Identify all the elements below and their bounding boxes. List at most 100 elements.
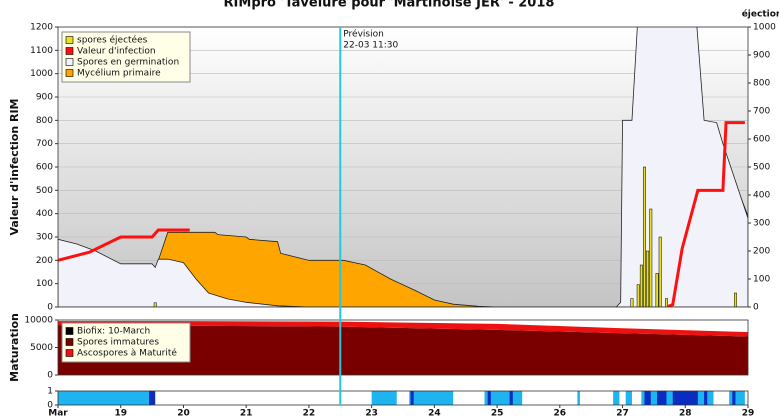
plot-frame bbox=[57, 319, 749, 376]
bar bbox=[649, 208, 653, 307]
legend-label: Valeur d'infection bbox=[77, 47, 156, 57]
legend-box bbox=[61, 322, 191, 363]
bar bbox=[636, 284, 640, 307]
line bbox=[58, 121, 745, 307]
x-tick-label: 23 bbox=[365, 409, 378, 419]
bar bbox=[643, 166, 646, 307]
y-tick-label: 400 bbox=[36, 209, 53, 219]
legend-label: Ascospores à Maturité bbox=[77, 348, 177, 359]
x-tick-label: 21 bbox=[240, 409, 253, 419]
legend-label: Spores immatures bbox=[77, 338, 159, 348]
y-tick-label: 10000 bbox=[24, 316, 53, 326]
legend-swatch bbox=[65, 47, 74, 55]
bar bbox=[655, 273, 659, 307]
legend-swatch bbox=[65, 327, 74, 335]
bar bbox=[153, 302, 157, 307]
x-tick-label: 20 bbox=[177, 409, 190, 419]
wet-period bbox=[732, 391, 736, 405]
wet-period bbox=[148, 391, 156, 405]
stacked-area bbox=[58, 321, 748, 337]
legend-swatch bbox=[65, 349, 74, 357]
y-tick-label: 300 bbox=[36, 233, 53, 243]
x-tick-label: 28 bbox=[679, 409, 692, 419]
y-tick-label: 5000 bbox=[30, 343, 53, 353]
wet-period bbox=[577, 391, 580, 405]
x-tick-label: 27 bbox=[616, 409, 629, 419]
wet-period bbox=[509, 391, 513, 405]
y-tick-label: 1200 bbox=[30, 23, 53, 33]
y-tick-label: 200 bbox=[36, 256, 53, 266]
wet-period bbox=[704, 391, 708, 405]
chart-title: RIMpro 'Tavelure pour 'Martinoise JER' -… bbox=[224, 0, 555, 11]
y-tick-label: 800 bbox=[36, 116, 53, 126]
legend-label: Mycélium primaire bbox=[77, 68, 161, 79]
wet-period bbox=[487, 391, 491, 405]
y2-tick-label: 400 bbox=[753, 191, 770, 201]
bar bbox=[646, 250, 650, 307]
x-tick-label: 24 bbox=[428, 409, 441, 419]
bar bbox=[734, 292, 737, 307]
y-tick-label: 500 bbox=[36, 186, 53, 196]
wet-period bbox=[409, 391, 454, 405]
y-tick-label: 1 bbox=[47, 387, 53, 397]
legend-label: Spores en germination bbox=[77, 58, 179, 68]
forecast-time: 22-03 11:30 bbox=[343, 41, 398, 51]
bar bbox=[639, 264, 643, 307]
legend-label: Biofix: 10-March bbox=[77, 327, 150, 337]
y2-tick-label: 700 bbox=[753, 107, 770, 117]
x-tick-label: 29 bbox=[742, 409, 755, 419]
y2-tick-label: 1000 bbox=[753, 23, 776, 33]
y2-axis-label: éjection bbox=[742, 9, 779, 20]
wet-period bbox=[58, 391, 149, 405]
wet-period bbox=[410, 391, 414, 405]
y-tick-label: 600 bbox=[36, 163, 53, 173]
y2-tick-label: 200 bbox=[753, 247, 770, 257]
x-tick-label: Mar bbox=[48, 409, 68, 419]
plot-frame bbox=[57, 26, 749, 308]
plot-background bbox=[58, 391, 748, 405]
forecast-label: Prévision bbox=[343, 29, 384, 40]
y2-tick-label: 900 bbox=[753, 51, 770, 61]
bar bbox=[658, 236, 662, 307]
y-tick-label: 1000 bbox=[30, 69, 53, 79]
plot-area bbox=[58, 27, 748, 307]
plot-frame bbox=[57, 390, 749, 406]
plot-area bbox=[58, 321, 748, 375]
y2-tick-label: 800 bbox=[753, 79, 770, 89]
y2-tick-label: 500 bbox=[753, 163, 770, 173]
y-tick-label: 0 bbox=[47, 401, 53, 411]
y2-tick-label: 300 bbox=[753, 219, 770, 229]
y2-tick-label: 600 bbox=[753, 135, 770, 145]
y-tick-label: 1100 bbox=[30, 46, 53, 56]
x-tick-label: 22 bbox=[303, 409, 316, 419]
stacked-area bbox=[58, 325, 748, 375]
y-tick-label: 700 bbox=[36, 139, 53, 149]
y-tick-label: 0 bbox=[47, 303, 53, 313]
wet-period bbox=[672, 391, 698, 405]
x-tick-label: 25 bbox=[491, 409, 504, 419]
y2-tick-label: 100 bbox=[753, 275, 770, 285]
legend-label: spores éjectées bbox=[77, 35, 148, 46]
y-tick-label: 100 bbox=[36, 279, 53, 289]
wet-period bbox=[371, 391, 397, 405]
wet-period bbox=[657, 391, 667, 405]
bar bbox=[630, 298, 634, 307]
legend-swatch bbox=[65, 36, 74, 44]
y-axis-label: Maturation bbox=[8, 313, 21, 382]
x-tick-label: 19 bbox=[114, 409, 127, 419]
area bbox=[58, 27, 748, 307]
legend-swatch bbox=[65, 69, 74, 77]
y2-tick-label: 0 bbox=[753, 303, 759, 313]
y-tick-label: 0 bbox=[47, 371, 53, 381]
y-axis-label: Valeur d'infection RIM bbox=[8, 98, 21, 235]
wet-period bbox=[729, 391, 745, 405]
y-tick-label: 900 bbox=[36, 93, 53, 103]
legend-swatch bbox=[65, 58, 74, 66]
wet-period bbox=[625, 391, 632, 405]
legend-swatch bbox=[65, 338, 74, 346]
bar bbox=[665, 298, 668, 307]
plot-area bbox=[58, 391, 745, 405]
wet-period bbox=[644, 391, 651, 405]
wet-period bbox=[613, 391, 620, 405]
